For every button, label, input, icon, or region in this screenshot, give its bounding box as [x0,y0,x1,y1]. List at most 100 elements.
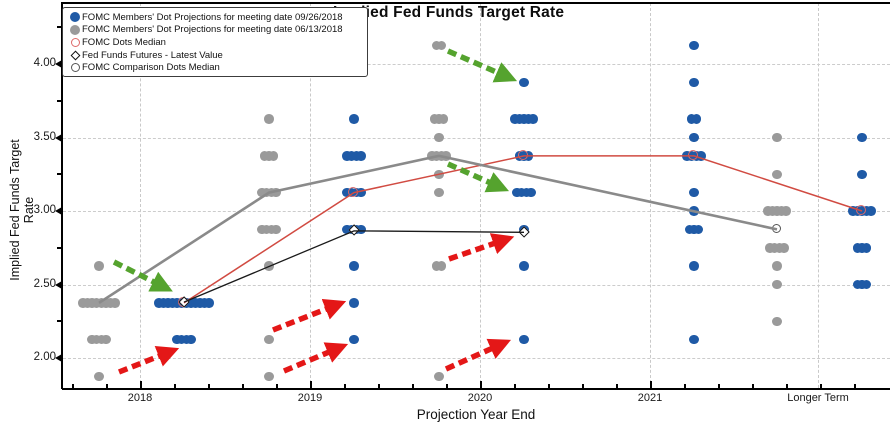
gridline-horizontal [63,284,890,286]
blue-projection-dot [519,334,529,345]
gray-projection-dot [101,334,111,345]
blue-projection-dot [349,334,359,345]
gray-projection-dot [94,261,104,271]
legend-item-label: FOMC Members' Dot Projections for meetin… [82,11,343,23]
x-minor-tick [412,384,414,388]
gray-projection-dot [772,316,782,326]
gray-projection-dot [434,371,444,382]
green-dashed-arrow [112,259,173,292]
green-dashed-arrow [446,161,510,193]
gray-projection-dot [436,40,447,51]
gray-projection-dot [436,261,447,271]
y-major-tick [55,60,62,68]
x-minor-tick [684,384,686,388]
red-dashed-arrow [282,342,349,374]
x-minor-tick [786,384,788,388]
x-major-tick [650,381,652,388]
blue-projection-dot [861,279,872,290]
x-tick-label: 2021 [637,392,663,404]
y-tick-label: 4.00 [33,57,56,69]
left-spine [61,2,63,389]
gridline-horizontal [63,211,890,212]
gray-projection-dot [94,371,104,382]
blue-projection-dot [349,298,359,308]
blue-projection-dot [526,187,536,198]
blue-projection-dot [528,114,538,124]
median-line [183,155,863,304]
y-minor-tick [57,99,61,102]
gridline-vertical [650,3,651,388]
x-minor-tick [718,384,720,388]
median-line [98,154,778,304]
red-dashed-arrow [271,299,347,333]
gray-projection-dot [434,132,444,143]
blue-projection-dot [857,132,867,143]
blue-projection-dot [689,187,699,198]
blue-legend-marker-icon [68,12,82,23]
median-ring-marker [856,205,867,216]
blue-projection-dot [356,224,366,235]
gray-projection-dot [264,114,274,124]
blue-projection-dot [519,77,529,88]
legend-item: Fed Funds Futures - Latest Value [68,49,367,62]
top-spine [62,2,890,4]
blue-projection-dot [204,298,214,308]
green-dashed-arrow [446,48,518,83]
gridline-vertical [140,3,141,388]
legend-item: FOMC Dots Median [68,36,367,49]
red-dashed-arrow [117,346,180,375]
red-dashed-arrow [444,338,512,372]
legend-item: FOMC Members' Dot Projections for meetin… [68,11,367,24]
x-tick-label: 2018 [127,392,153,404]
y-tick-label: 2.50 [33,277,56,290]
y-major-tick [55,207,62,215]
x-major-tick [310,381,312,388]
gray-projection-dot [438,114,449,124]
blue-projection-dot [519,261,529,271]
gray-projection-dot [110,298,120,308]
x-minor-tick [208,384,210,388]
y-minor-tick [57,320,61,323]
x-tick-label: 2020 [467,392,493,404]
red_ring-legend-marker-icon [68,37,82,47]
x-minor-tick [752,384,754,388]
gray-projection-dot [779,243,789,253]
blue-projection-dot [866,206,876,216]
blue-projection-dot [696,151,706,161]
blue-projection-dot [689,132,699,143]
open-diamond-icon [70,50,80,61]
x-minor-tick [344,384,346,388]
x-minor-tick [174,384,176,388]
x-major-tick [480,381,482,388]
blue-projection-dot [689,261,699,271]
blue-projection-dot [691,114,702,124]
blue-projection-dot [356,187,366,198]
x-minor-tick [548,384,550,388]
x-tick-label: Longer Term [787,392,849,404]
blue-projection-dot [861,243,872,253]
median-line [183,230,525,303]
x-minor-tick [446,384,448,388]
blue-projection-dot [349,114,359,124]
y-tick-label: 3.50 [33,130,56,143]
blue-projection-dot [349,261,359,271]
x-tick-label: 2019 [297,392,323,404]
gray-projection-dot [434,187,444,198]
y-minor-tick [57,173,61,176]
legend-item: FOMC Comparison Dots Median [68,61,367,74]
filled-circle-icon [70,24,80,35]
legend-item-label: Fed Funds Futures - Latest Value [82,49,223,61]
gray-projection-dot [264,334,274,345]
x-minor-tick [242,384,244,388]
chart-title: Implied Fed Funds Target Rate [333,4,565,21]
x-minor-tick [582,384,584,388]
legend-item-label: FOMC Dots Median [82,36,166,48]
y-minor-tick [57,26,61,29]
gray-projection-dot [772,132,782,143]
gray-projection-dot [772,261,782,271]
blue-projection-dot [186,334,196,345]
x-minor-tick [378,384,380,388]
blue-projection-dot [857,169,867,179]
